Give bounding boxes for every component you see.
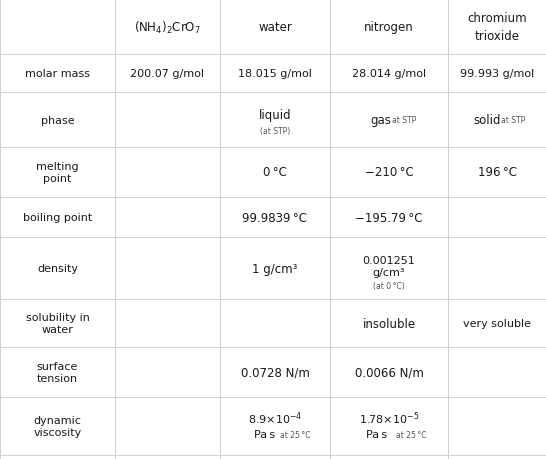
Text: water: water — [258, 21, 292, 34]
Bar — [220, 0, 330, 55]
Bar — [448, 299, 546, 347]
Text: 0 °C: 0 °C — [263, 166, 287, 179]
Text: 8.9$\times$10$^{-4}$: 8.9$\times$10$^{-4}$ — [248, 410, 302, 426]
Text: Pa s: Pa s — [366, 429, 388, 439]
Text: 0.0728 N/m: 0.0728 N/m — [241, 366, 310, 379]
Bar — [0, 55, 115, 93]
Bar — [448, 93, 546, 148]
Text: surface
tension: surface tension — [37, 361, 78, 383]
Bar — [330, 347, 448, 397]
Bar — [448, 148, 546, 197]
Bar — [0, 347, 115, 397]
Bar — [0, 148, 115, 197]
Text: 200.07 g/mol: 200.07 g/mol — [130, 69, 205, 79]
Bar — [330, 55, 448, 93]
Bar — [0, 397, 115, 455]
Bar — [220, 148, 330, 197]
Bar — [0, 197, 115, 237]
Text: at STP: at STP — [392, 116, 416, 125]
Text: 28.014 g/mol: 28.014 g/mol — [352, 69, 426, 79]
Bar — [0, 299, 115, 347]
Bar — [0, 93, 115, 148]
Text: nitrogen: nitrogen — [364, 21, 414, 34]
Bar — [0, 455, 115, 459]
Text: at 25 °C: at 25 °C — [396, 430, 426, 438]
Bar — [448, 55, 546, 93]
Bar — [448, 237, 546, 299]
Bar — [115, 397, 220, 455]
Text: solid: solid — [473, 114, 501, 127]
Text: boiling point: boiling point — [23, 213, 92, 223]
Text: melting
point: melting point — [36, 162, 79, 184]
Text: 0.001251: 0.001251 — [363, 256, 416, 265]
Text: 99.9839 °C: 99.9839 °C — [242, 211, 307, 224]
Text: at 25 °C: at 25 °C — [280, 430, 310, 438]
Text: (NH$_4$)$_2$CrO$_7$: (NH$_4$)$_2$CrO$_7$ — [134, 19, 201, 35]
Bar — [448, 197, 546, 237]
Bar — [115, 197, 220, 237]
Text: density: density — [37, 263, 78, 274]
Text: 1.78$\times$10$^{-5}$: 1.78$\times$10$^{-5}$ — [359, 410, 419, 426]
Bar — [330, 93, 448, 148]
Bar — [115, 93, 220, 148]
Bar — [330, 455, 448, 459]
Bar — [115, 455, 220, 459]
Text: at STP: at STP — [501, 116, 525, 125]
Bar — [330, 237, 448, 299]
Text: −210 °C: −210 °C — [365, 166, 413, 179]
Bar — [330, 148, 448, 197]
Text: (at 0 °C): (at 0 °C) — [373, 281, 405, 290]
Bar — [115, 148, 220, 197]
Text: chromium
trioxide: chromium trioxide — [467, 12, 527, 42]
Bar — [330, 0, 448, 55]
Bar — [0, 237, 115, 299]
Bar — [220, 347, 330, 397]
Text: insoluble: insoluble — [363, 317, 416, 330]
Text: very soluble: very soluble — [463, 318, 531, 328]
Text: solubility in
water: solubility in water — [26, 312, 90, 335]
Bar — [220, 197, 330, 237]
Text: 0.0066 N/m: 0.0066 N/m — [354, 366, 424, 379]
Bar — [115, 237, 220, 299]
Bar — [220, 299, 330, 347]
Bar — [220, 55, 330, 93]
Bar — [330, 397, 448, 455]
Bar — [220, 455, 330, 459]
Bar — [448, 347, 546, 397]
Bar — [448, 397, 546, 455]
Text: 18.015 g/mol: 18.015 g/mol — [238, 69, 312, 79]
Text: 196 °C: 196 °C — [478, 166, 517, 179]
Bar — [330, 197, 448, 237]
Text: 1 g/cm³: 1 g/cm³ — [252, 262, 298, 275]
Text: g/cm³: g/cm³ — [373, 268, 405, 277]
Bar — [115, 347, 220, 397]
Bar — [448, 0, 546, 55]
Bar — [115, 0, 220, 55]
Bar — [220, 397, 330, 455]
Text: Pa s: Pa s — [254, 429, 276, 439]
Bar — [448, 455, 546, 459]
Text: molar mass: molar mass — [25, 69, 90, 79]
Text: (at STP): (at STP) — [260, 127, 290, 136]
Bar — [330, 299, 448, 347]
Bar — [220, 237, 330, 299]
Bar — [0, 0, 115, 55]
Text: phase: phase — [41, 115, 74, 125]
Bar — [115, 55, 220, 93]
Text: liquid: liquid — [259, 109, 292, 122]
Text: 99.993 g/mol: 99.993 g/mol — [460, 69, 534, 79]
Text: gas: gas — [371, 114, 391, 127]
Text: dynamic
viscosity: dynamic viscosity — [33, 415, 81, 437]
Bar — [220, 93, 330, 148]
Bar — [115, 299, 220, 347]
Text: −195.79 °C: −195.79 °C — [355, 211, 423, 224]
